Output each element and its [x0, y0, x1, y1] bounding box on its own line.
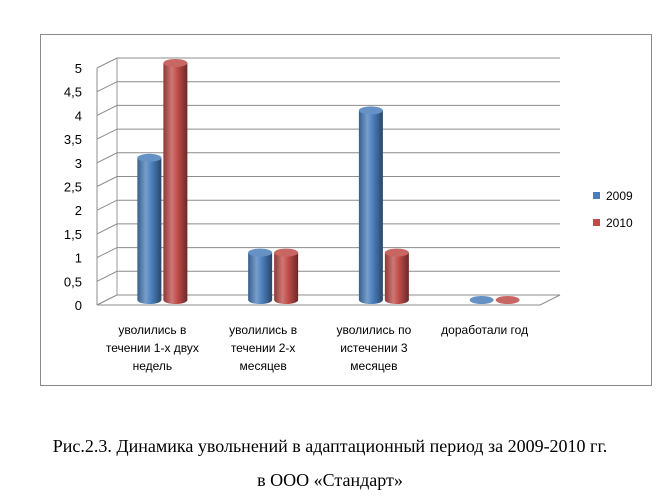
y-tick-label: 4,5: [64, 85, 82, 100]
gridline: [96, 128, 560, 140]
legend-swatch-2010: [593, 219, 600, 226]
y-tick-label: 3,5: [64, 132, 82, 147]
x-category-label: уволились в течении 1-х двух недель: [106, 323, 199, 373]
figure-caption-company: в ООО «Стандарт»: [257, 470, 403, 490]
y-tick-label: 1,5: [64, 227, 82, 242]
gridline: [96, 104, 560, 116]
y-tick-label: 2: [75, 203, 82, 218]
gridline: [96, 199, 560, 211]
bar-2010-2: [274, 252, 299, 304]
gridline: [96, 270, 560, 282]
y-tick-label: 0,5: [64, 274, 82, 289]
gridline: [96, 57, 560, 69]
gridline: [96, 81, 560, 93]
bar-2009-2-top: [248, 248, 273, 257]
bar-2010-1: [163, 63, 188, 304]
bar-chart: 0 0,5 1 1,5 2 2,5 3 3,5 4 4,5 5 уволились в течении …: [64, 57, 633, 373]
bar-2009-1-top: [137, 153, 162, 162]
gridline: [96, 247, 560, 259]
bar-2009-3-top: [358, 106, 383, 115]
bar-2010-1-top: [163, 59, 188, 67]
bar-2010-2-top: [274, 248, 299, 257]
gridline: [96, 152, 560, 164]
x-category-label: доработали год: [441, 323, 528, 337]
legend-label-2010: 2010: [606, 216, 633, 230]
bar-2009-1: [137, 157, 162, 304]
bar-2010-4-top: [495, 296, 520, 304]
bar-2009-4-top: [469, 296, 494, 304]
figure-caption: Рис.2.3. Динамика увольнений в адаптацио…: [52, 436, 608, 456]
y-tick-label: 1: [75, 251, 82, 266]
gridline: [96, 223, 560, 235]
y-tick-label: 0: [75, 298, 82, 313]
legend-swatch-2009: [593, 192, 600, 199]
y-tick-label: 4: [75, 108, 82, 123]
gridline: [96, 176, 560, 187]
legend-label-2009: 2009: [606, 189, 633, 203]
bar-2009-2: [248, 252, 273, 304]
y-tick-label: 2,5: [64, 180, 82, 195]
bar-2009-3: [358, 110, 383, 305]
x-category-label: уволились в течении 2-х месяцев: [229, 323, 297, 373]
bar-2010-3: [384, 252, 409, 304]
y-tick-label: 3: [75, 156, 82, 171]
y-tick-label: 5: [75, 61, 82, 76]
bar-2010-3-top: [384, 248, 409, 257]
x-category-label: уволились по истечении 3 месяцев: [336, 323, 411, 373]
